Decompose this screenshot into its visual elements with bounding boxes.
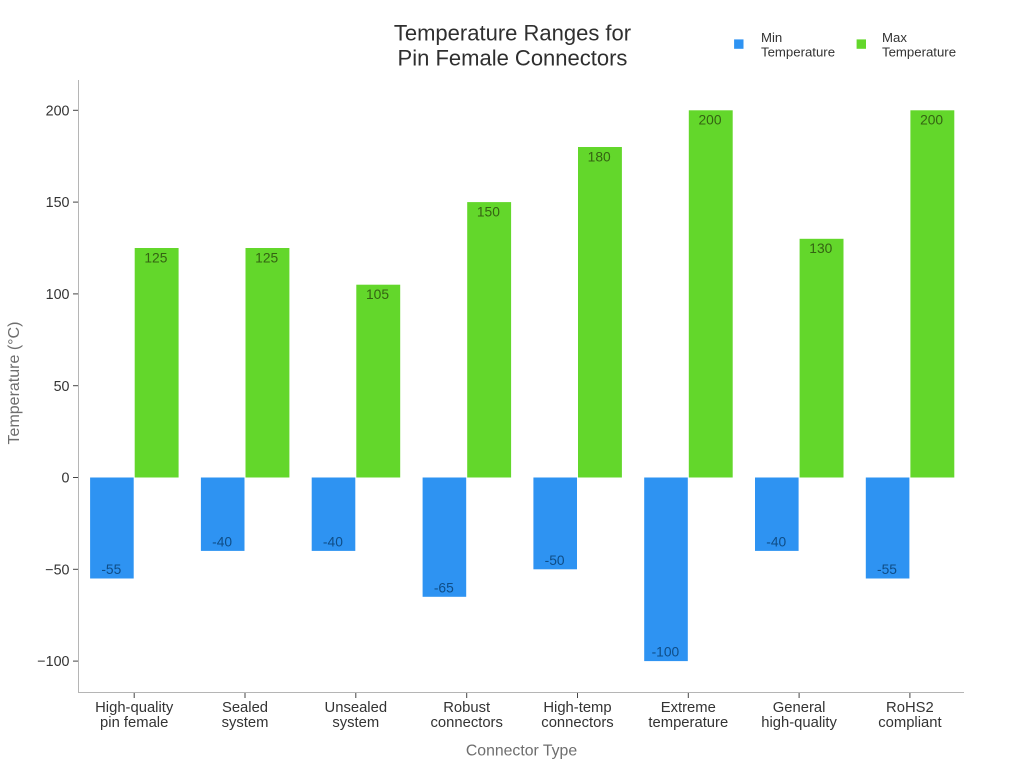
svg-text:-40: -40 — [323, 535, 343, 550]
svg-text:Max: Max — [882, 30, 907, 45]
svg-text:−100: −100 — [37, 654, 69, 670]
svg-text:50: 50 — [54, 379, 70, 395]
svg-text:Temperature: Temperature — [882, 45, 956, 60]
svg-text:150: 150 — [46, 195, 70, 211]
svg-text:100: 100 — [46, 287, 70, 303]
svg-text:0: 0 — [62, 471, 70, 487]
svg-text:130: 130 — [809, 241, 832, 256]
svg-text:200: 200 — [920, 113, 943, 128]
svg-text:Connector Type: Connector Type — [466, 742, 577, 759]
svg-text:Temperature (°C): Temperature (°C) — [6, 322, 23, 445]
svg-text:high-quality: high-quality — [761, 715, 837, 731]
svg-text:RoHS2: RoHS2 — [886, 700, 934, 716]
svg-text:compliant: compliant — [878, 715, 941, 731]
svg-text:system: system — [332, 715, 379, 731]
svg-text:180: 180 — [588, 149, 611, 164]
svg-text:Sealed: Sealed — [222, 700, 268, 716]
svg-text:-40: -40 — [766, 535, 786, 550]
svg-text:High-temp: High-temp — [543, 700, 611, 716]
svg-text:High-quality: High-quality — [95, 700, 174, 716]
svg-text:-100: -100 — [652, 645, 680, 660]
svg-text:105: 105 — [366, 287, 389, 302]
svg-text:Robust: Robust — [443, 700, 490, 716]
svg-text:connectors: connectors — [431, 715, 503, 731]
svg-text:200: 200 — [46, 103, 70, 119]
svg-text:Extreme: Extreme — [661, 700, 716, 716]
svg-text:Min: Min — [761, 30, 782, 45]
svg-text:200: 200 — [698, 113, 721, 128]
svg-text:Pin Female Connectors: Pin Female Connectors — [398, 45, 628, 70]
svg-text:150: 150 — [477, 205, 500, 220]
svg-text:−50: −50 — [45, 562, 69, 578]
svg-text:connectors: connectors — [541, 715, 613, 731]
svg-text:Unsealed: Unsealed — [325, 700, 388, 716]
svg-text:Temperature Ranges for: Temperature Ranges for — [394, 20, 631, 45]
svg-text:-65: -65 — [434, 580, 454, 595]
svg-text:125: 125 — [255, 250, 278, 265]
svg-text:Temperature: Temperature — [761, 45, 835, 60]
svg-text:125: 125 — [144, 250, 167, 265]
svg-text:General: General — [773, 700, 826, 716]
svg-text:-55: -55 — [101, 562, 121, 577]
svg-text:pin female: pin female — [100, 715, 168, 731]
svg-text:temperature: temperature — [648, 715, 728, 731]
svg-text:-55: -55 — [877, 562, 897, 577]
svg-text:-50: -50 — [545, 553, 565, 568]
svg-text:-40: -40 — [212, 535, 232, 550]
svg-text:system: system — [222, 715, 269, 731]
